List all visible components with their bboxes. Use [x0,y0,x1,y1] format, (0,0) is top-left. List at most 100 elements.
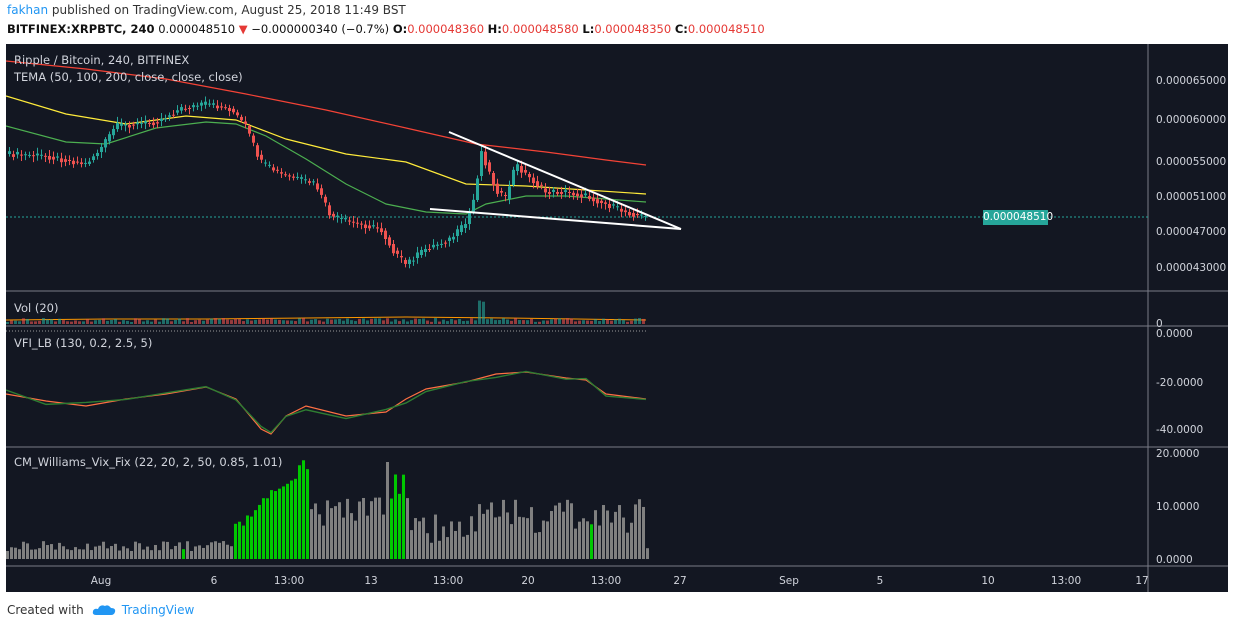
vix-bar [374,497,377,559]
volume-bar [62,320,65,324]
volume-bar [618,318,621,324]
candle-body [392,244,395,254]
volume-bar [94,320,97,324]
volume-bar [458,319,461,324]
volume-bar [498,320,501,324]
candle-body [600,200,603,204]
high-value: 0.000048580 [501,22,579,36]
volume-bar [638,318,641,324]
candle-body [496,183,499,194]
vix-bar [382,514,385,559]
open-value: 0.000048360 [407,22,485,36]
vix-bar [326,500,329,559]
candle-body [388,237,391,246]
volume-bar [34,321,37,324]
volume-bar [406,321,409,324]
vix-bar [58,542,61,559]
volume-bar [414,318,417,324]
volume-bar [182,321,185,324]
vix-bar [350,513,353,559]
volume-bar [614,319,617,324]
vix-bar [262,498,265,559]
vix-bar [566,499,569,559]
volume-bar [566,318,569,324]
candle-body [344,218,347,220]
candle-body [528,174,531,178]
candle-body [248,126,251,134]
candle-body [512,169,515,185]
vix-bar [270,490,273,559]
volume-bar [290,320,293,324]
author-link[interactable]: fakhan [7,3,49,17]
vix-bar [282,486,285,559]
volume-bar [198,319,201,324]
volume-bar [386,318,389,324]
vix-bar [6,551,9,559]
candle-body [572,192,575,196]
volume-bar [106,320,109,324]
vix-bar [414,518,417,559]
time-tick: 13:00 [1051,575,1081,587]
vix-bar [458,521,461,559]
volume-bar [174,319,177,324]
tradingview-link[interactable]: TradingView [92,603,194,617]
vix-pane-title[interactable]: CM_Williams_Vix_Fix (22, 20, 2, 50, 0.85… [14,455,283,469]
vix-bar [274,491,277,559]
tema-indicator-label[interactable]: TEMA (50, 100, 200, close, close, close) [14,70,243,84]
publish-line: fakhan published on TradingView.com, Aug… [7,3,406,17]
vfi-pane-title[interactable]: VFI_LB (130, 0.2, 2.5, 5) [14,336,153,350]
candle-body [376,227,379,229]
vix-bar [322,525,325,559]
vix-bar [598,525,601,559]
footer: Created with TradingView [7,603,194,617]
candle-body [544,188,547,193]
vix-bar [98,545,101,559]
candle-body [560,192,563,194]
volume-bar [314,319,317,324]
vix-bar [106,548,109,559]
volume-bar [126,320,129,324]
chart-area[interactable]: 0.000065000 0.000060000 0.000055000 0.00005… [6,44,1228,592]
vix-bar [586,521,589,559]
vix-bar [338,502,341,559]
vix-bar [146,546,149,559]
volume-bar [298,318,301,324]
vol-pane-title[interactable]: Vol (20) [14,301,59,315]
volume-bar [590,320,593,324]
volume-bar [558,318,561,324]
vix-bar [198,545,201,559]
vix-bar [454,530,457,559]
vix-bar [642,506,645,559]
candle-body [380,228,383,233]
volume-bar [162,318,165,324]
vix-bar [438,540,441,559]
vix-bar [306,469,309,559]
candle-body [536,181,539,187]
vol-ma-line [6,316,647,321]
chart-canvas[interactable]: 0.0000650000.0000600000.0000550000.00005… [6,44,1228,592]
vix-bar [554,505,557,559]
volume-bar [130,321,133,324]
candle-body [112,129,115,136]
vix-bar [66,549,69,559]
vix-bar [570,503,573,559]
candle-body [204,101,207,105]
vix-bar [378,497,381,559]
vix-bar [422,517,425,559]
candle-body [140,122,143,124]
candle-body [408,259,411,264]
volume-bar [278,319,281,324]
candle-body [308,181,311,183]
volume-bar [310,319,313,324]
candle-body [400,256,403,258]
volume-bar [366,320,369,324]
vix-bar [186,541,189,559]
volume-bar [42,318,45,324]
volume-bar [98,319,101,324]
vix-bar [346,498,349,559]
candle-body [128,125,131,128]
candle-body [116,122,119,130]
volume-bar [434,318,437,324]
last-price: 0.000048510 [158,22,236,36]
volume-bar [26,318,29,324]
